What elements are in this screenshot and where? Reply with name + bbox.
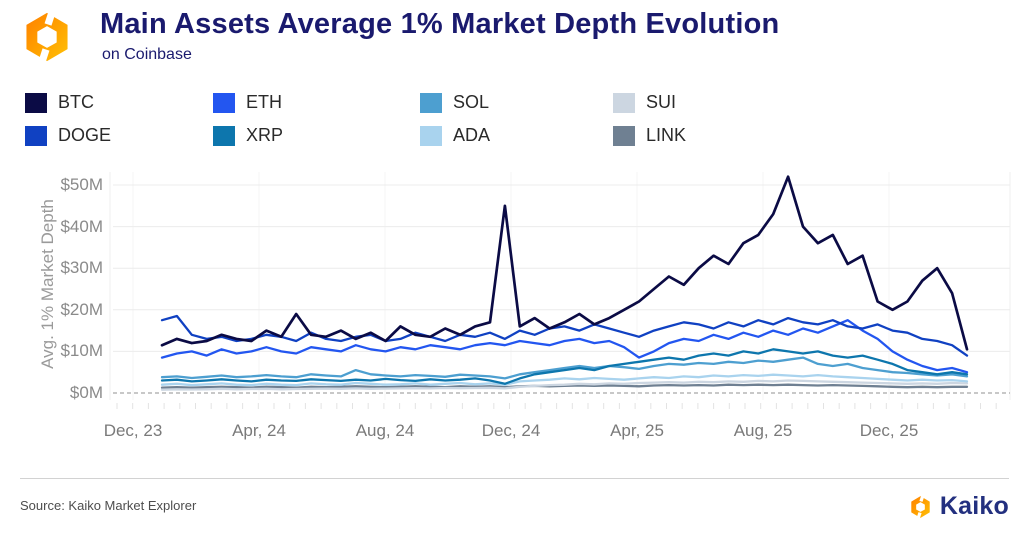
- legend-item-link: LINK: [613, 119, 783, 152]
- series-line-link: [160, 383, 969, 389]
- series-line-doge: [160, 314, 969, 357]
- x-tick-label: Aug, 25: [733, 421, 793, 440]
- legend-swatch-doge: [25, 125, 47, 146]
- x-tick-label: Dec, 25: [859, 421, 919, 440]
- source-caption: Source: Kaiko Market Explorer: [20, 498, 197, 513]
- legend-item-btc: BTC: [25, 86, 213, 119]
- series-line-xrp: [160, 348, 969, 385]
- y-tick-label: $30M: [60, 258, 103, 278]
- chart-legend: BTC ETH SOL SUI DOGE XRP ADA LINK: [25, 86, 783, 152]
- legend-swatch-eth: [213, 92, 235, 113]
- footer-divider: [20, 478, 1009, 479]
- legend-item-doge: DOGE: [25, 119, 213, 152]
- legend-label: BTC: [58, 92, 94, 112]
- legend-swatch-ada: [420, 125, 442, 146]
- legend-label: DOGE: [58, 125, 112, 145]
- x-tick-label: Dec, 24: [481, 421, 541, 440]
- series-line-sui: [160, 379, 969, 391]
- legend-label: ADA: [453, 125, 491, 145]
- page-title: Main Assets Average 1% Market Depth Evol…: [100, 8, 780, 40]
- x-tick-label: Dec, 23: [103, 421, 163, 440]
- legend-item-sol: SOL: [420, 86, 613, 119]
- legend-item-sui: SUI: [613, 86, 783, 119]
- legend-item-xrp: XRP: [213, 119, 420, 152]
- series-line-ada: [160, 373, 969, 387]
- market-depth-line-chart: [109, 172, 1011, 409]
- legend-label: ETH: [246, 92, 282, 112]
- series-line-sol: [160, 356, 969, 380]
- legend-label: LINK: [646, 125, 687, 145]
- legend-swatch-link: [613, 125, 635, 146]
- y-tick-label: $40M: [60, 216, 103, 236]
- x-tick-label: Apr, 24: [232, 421, 286, 440]
- y-tick-label: $10M: [60, 341, 103, 361]
- y-tick-label: $0M: [69, 383, 103, 402]
- legend-item-eth: ETH: [213, 86, 420, 119]
- legend-label: SUI: [646, 92, 677, 112]
- page-subtitle: on Coinbase: [102, 46, 192, 63]
- footer-brand: Kaiko: [0, 492, 1009, 521]
- y-tick-label: $50M: [60, 175, 103, 194]
- series-line-btc: [160, 175, 969, 351]
- legend-label: SOL: [453, 92, 490, 112]
- legend-swatch-xrp: [213, 125, 235, 146]
- legend-swatch-btc: [25, 92, 47, 113]
- legend-item-ada: ADA: [420, 119, 613, 152]
- kaiko-logo-icon: [26, 8, 68, 66]
- kaiko-logo-icon: [911, 493, 930, 520]
- x-tick-label: Aug, 24: [355, 421, 415, 440]
- legend-swatch-sol: [420, 92, 442, 113]
- y-tick-label: $20M: [60, 299, 103, 319]
- x-tick-label: Apr, 25: [610, 421, 664, 440]
- footer-brand-name: Kaiko: [939, 492, 1009, 520]
- legend-swatch-sui: [613, 92, 635, 113]
- series-line-eth: [160, 319, 969, 374]
- legend-label: XRP: [246, 125, 284, 145]
